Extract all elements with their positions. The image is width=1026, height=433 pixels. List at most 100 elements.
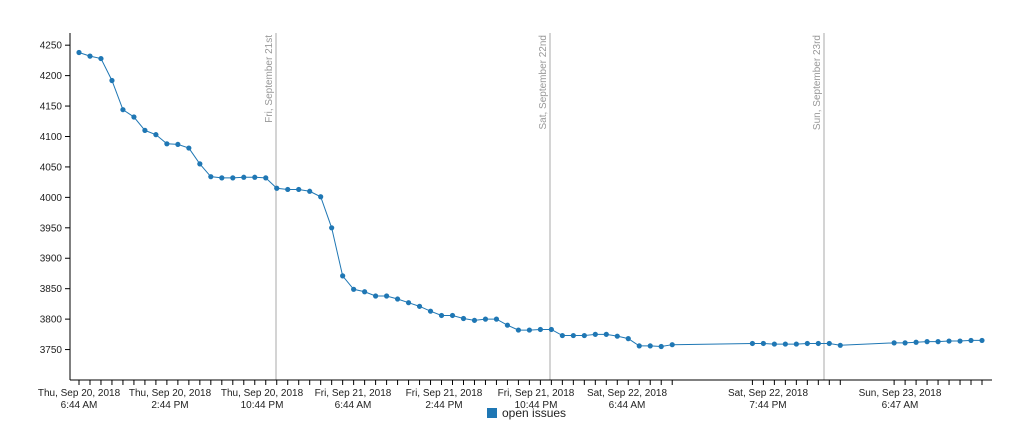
y-tick-label: 3900 — [40, 254, 63, 265]
x-tick-label: Fri, Sep 21, 2018 — [406, 388, 483, 399]
data-point[interactable] — [581, 332, 587, 339]
data-point[interactable] — [241, 174, 247, 180]
data-point[interactable] — [603, 331, 609, 337]
data-point[interactable] — [131, 114, 137, 120]
data-point[interactable] — [979, 337, 985, 344]
data-point[interactable] — [109, 77, 115, 84]
data-point[interactable] — [636, 343, 642, 349]
data-point[interactable] — [913, 339, 919, 345]
data-point[interactable] — [383, 293, 390, 299]
legend-swatch — [487, 408, 497, 418]
y-tick-label: 4200 — [40, 71, 63, 82]
x-tick-label: Thu, Sep 20, 2018 — [38, 388, 121, 399]
series-line — [78, 52, 982, 348]
data-point[interactable] — [164, 141, 170, 147]
data-point[interactable] — [749, 340, 756, 347]
data-point[interactable] — [274, 185, 280, 191]
data-point[interactable] — [296, 186, 302, 193]
data-point[interactable] — [614, 333, 620, 339]
data-point[interactable] — [526, 327, 533, 333]
x-tick-label: Fri, Sep 21, 2018 — [498, 388, 575, 399]
x-tick-label-time: 2:44 PM — [425, 400, 462, 411]
day-marker-label: Fri, September 21st — [264, 35, 275, 123]
x-tick-label-time: 7:44 PM — [749, 400, 786, 411]
x-tick-label: Sat, Sep 22, 2018 — [728, 388, 809, 399]
data-point[interactable] — [318, 194, 324, 200]
data-point[interactable] — [329, 225, 335, 231]
data-point[interactable] — [771, 341, 777, 347]
data-point[interactable] — [460, 315, 467, 322]
x-tick-label-time: 2:44 PM — [151, 400, 188, 411]
data-point[interactable] — [957, 338, 963, 344]
x-tick-label-time: 10:44 PM — [515, 400, 558, 411]
data-point[interactable] — [515, 327, 522, 333]
y-tick-label: 3850 — [40, 284, 63, 295]
data-point[interactable] — [186, 145, 192, 151]
data-point[interactable] — [416, 303, 423, 309]
data-point[interactable] — [394, 296, 401, 302]
data-point[interactable] — [815, 340, 821, 347]
data-point[interactable] — [175, 141, 181, 148]
y-tick-label: 4150 — [40, 102, 63, 113]
y-tick-label: 4050 — [40, 162, 63, 173]
data-point[interactable] — [153, 132, 159, 138]
data-point[interactable] — [760, 340, 766, 347]
data-point[interactable] — [548, 326, 554, 333]
data-point[interactable] — [307, 188, 313, 194]
data-point[interactable] — [935, 339, 941, 345]
data-point[interactable] — [219, 175, 225, 181]
data-point[interactable] — [76, 49, 82, 56]
x-tick-label-time: 6:44 AM — [335, 400, 372, 411]
x-tick-label-time: 6:44 AM — [61, 400, 98, 411]
data-point[interactable] — [804, 340, 810, 347]
data-point[interactable] — [438, 312, 445, 319]
data-point[interactable] — [230, 175, 236, 181]
data-point[interactable] — [252, 174, 258, 180]
data-point[interactable] — [340, 273, 346, 279]
data-point[interactable] — [493, 316, 500, 322]
data-point[interactable] — [891, 340, 897, 346]
data-point[interactable] — [592, 331, 598, 337]
data-point[interactable] — [968, 337, 974, 344]
data-point[interactable] — [362, 289, 368, 295]
data-point[interactable] — [826, 340, 832, 347]
data-point[interactable] — [946, 338, 952, 344]
data-point[interactable] — [837, 342, 843, 348]
data-point[interactable] — [793, 341, 799, 347]
data-point[interactable] — [427, 308, 434, 314]
data-point[interactable] — [570, 332, 576, 339]
data-point[interactable] — [504, 322, 511, 328]
data-point[interactable] — [142, 127, 148, 133]
data-point[interactable] — [405, 300, 412, 306]
data-point[interactable] — [625, 336, 631, 342]
day-marker-label: Sat, September 22nd — [538, 35, 549, 130]
data-point[interactable] — [263, 175, 269, 181]
x-tick-label: Thu, Sep 20, 2018 — [129, 388, 212, 399]
y-tick-label: 3800 — [40, 315, 63, 326]
data-point[interactable] — [98, 55, 104, 62]
data-point[interactable] — [537, 326, 543, 333]
y-tick-label: 4250 — [40, 41, 63, 52]
data-point[interactable] — [351, 286, 357, 292]
y-tick-label: 4100 — [40, 132, 63, 143]
data-point[interactable] — [782, 341, 788, 347]
data-point[interactable] — [669, 342, 675, 348]
data-point[interactable] — [285, 186, 291, 193]
data-point[interactable] — [197, 161, 203, 167]
data-point[interactable] — [902, 340, 908, 346]
data-point[interactable] — [449, 312, 456, 319]
legend-label: open issues — [502, 406, 567, 420]
x-tick-label: Thu, Sep 20, 2018 — [221, 388, 304, 399]
data-point[interactable] — [924, 339, 930, 345]
data-point[interactable] — [559, 332, 565, 339]
data-point[interactable] — [658, 343, 664, 350]
data-point[interactable] — [647, 343, 653, 349]
data-point[interactable] — [373, 293, 379, 299]
data-point[interactable] — [471, 317, 478, 323]
x-tick-label: Sat, Sep 22, 2018 — [587, 388, 668, 399]
data-point[interactable] — [120, 107, 126, 113]
y-tick-label: 3950 — [40, 223, 63, 234]
data-point[interactable] — [482, 316, 489, 322]
data-point[interactable] — [208, 174, 214, 180]
data-point[interactable] — [87, 53, 93, 59]
